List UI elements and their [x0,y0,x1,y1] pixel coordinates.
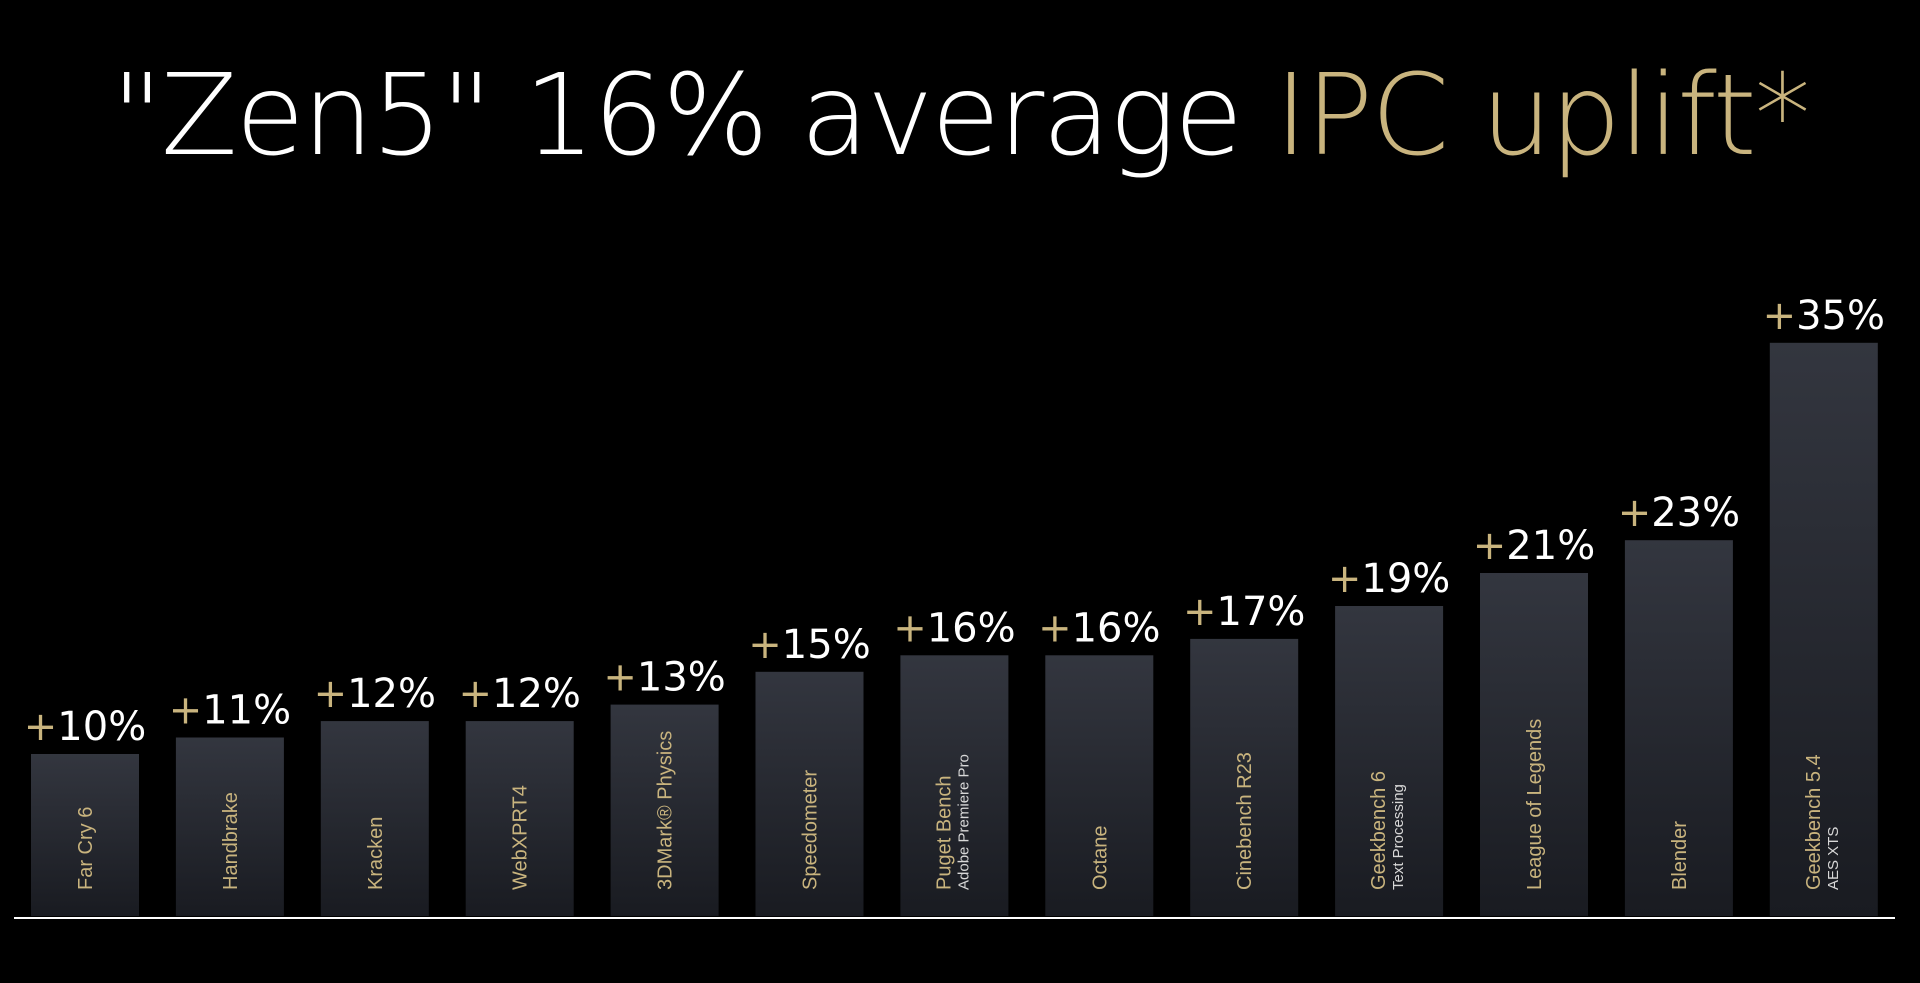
category-label: Speedometer [800,770,822,890]
category-label: League of Legends [1524,719,1546,890]
category-label-text: Speedometer [800,770,822,890]
category-label-text: Kracken [365,817,387,890]
value-label: +16% [1038,605,1160,651]
bar [1624,540,1733,916]
bar [900,655,1009,916]
category-label-text: Cinebench R23 [1234,752,1256,890]
value-label: +21% [1473,523,1595,569]
value-label: +35% [1763,293,1885,339]
bar [1769,342,1878,917]
category-label-text: Puget Bench [933,775,955,890]
category-label: Octane [1089,826,1111,890]
category-label-text: Far Cry 6 [75,807,97,890]
bar [755,671,864,917]
value-label: +12% [314,671,436,717]
value-label: +15% [748,622,870,668]
bar [465,721,574,916]
category-label-text: Blender [1669,821,1691,890]
category-label-text: Handbrake [220,792,242,890]
category-label: Puget Bench Adobe Premiere Pro [933,754,972,890]
title-part-1: "Zen5" 16% average [111,51,1275,181]
bar [1190,638,1299,916]
category-label: Geekbench 5.4 AES XTS [1803,754,1842,890]
bar [175,737,284,916]
category-label-text: WebXPRT4 [510,785,532,890]
bar [1335,606,1444,917]
value-label: +10% [24,704,146,750]
category-label: Handbrake [220,792,242,890]
title-asterisk: * [1754,51,1811,181]
bar [1045,655,1154,916]
value-label: +12% [458,671,580,717]
category-label-text: League of Legends [1524,719,1546,890]
category-label: Cinebench R23 [1234,752,1256,890]
category-sublabel-text: Adobe Premiere Pro [955,754,972,890]
category-label-text: Geekbench 5.4 [1803,754,1825,890]
category-label-text: Geekbench 6 [1368,771,1390,890]
page-title: "Zen5" 16% average IPC uplift* [0,54,1920,178]
bars: +10% Far Cry 6 +11% Handbrake +12% Kracken +12… [24,293,1885,917]
category-label: Kracken [365,817,387,890]
value-label: +11% [169,688,291,734]
category-label: Blender [1669,821,1691,890]
category-sublabel-text: AES XTS [1825,827,1842,890]
value-label: +16% [893,605,1015,651]
value-label: +13% [603,655,725,701]
bar [320,721,429,916]
value-label: +23% [1618,490,1740,536]
category-label-text: 3DMark® Physics [655,731,677,890]
category-label-text: Octane [1089,826,1111,890]
value-label: +19% [1328,556,1450,602]
bar [610,704,719,916]
title-accent: IPC uplift [1274,51,1757,181]
bar [1480,573,1588,916]
category-label: WebXPRT4 [510,785,532,890]
category-sublabel-text: Text Processing [1390,784,1407,890]
category-label: Far Cry 6 [75,807,97,890]
bar [31,754,139,916]
category-label: Geekbench 6 Text Processing [1368,771,1407,890]
value-label: +17% [1183,589,1305,635]
category-label: 3DMark® Physics [655,731,677,890]
